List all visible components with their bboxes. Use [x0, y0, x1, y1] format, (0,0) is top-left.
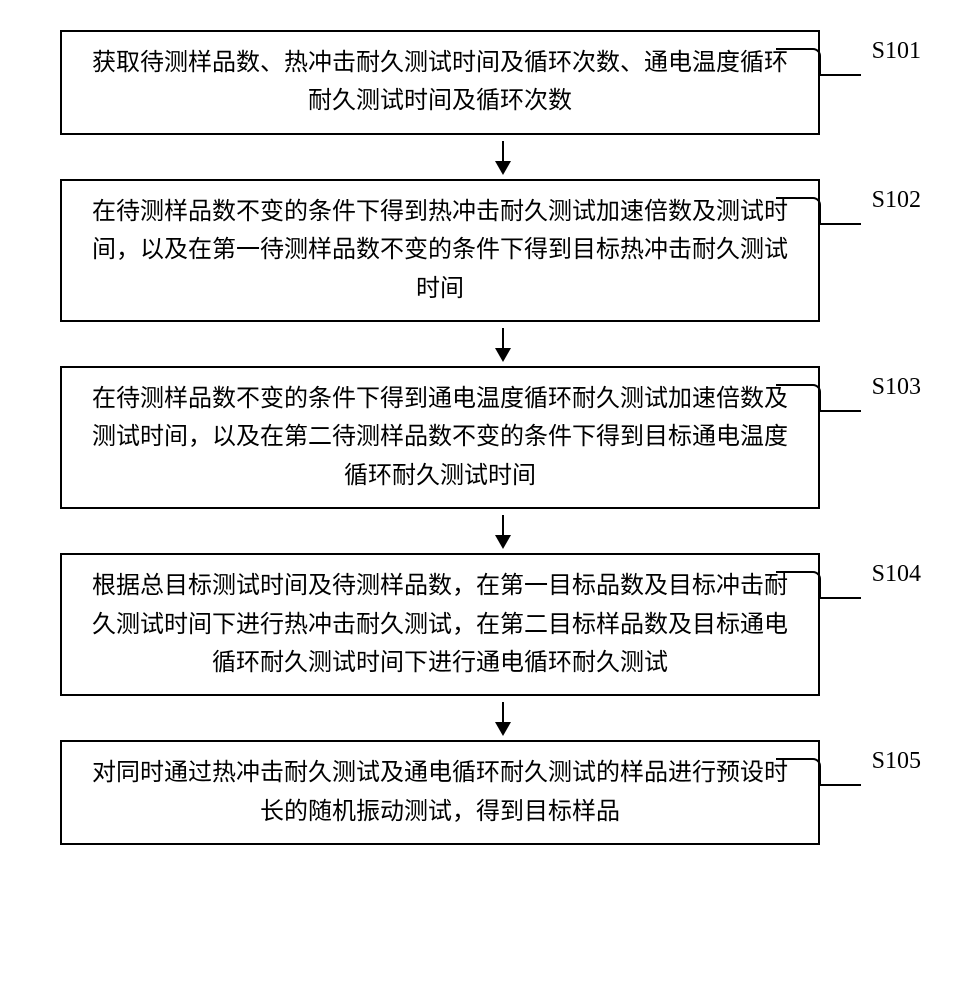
- step-text: 对同时通过热冲击耐久测试及通电循环耐久测试的样品进行预设时长的随机振动测试，得到…: [82, 754, 798, 831]
- step-row-s102: 在待测样品数不变的条件下得到热冲击耐久测试加速倍数及测试时间，以及在第一待测样品…: [20, 179, 946, 322]
- arrow-icon: [502, 328, 504, 360]
- arrow-icon: [502, 515, 504, 547]
- arrow-container: [123, 322, 883, 366]
- step-label-s105: S105: [872, 748, 921, 775]
- step-box-s103: 在待测样品数不变的条件下得到通电温度循环耐久测试加速倍数及测试时间，以及在第二待…: [60, 366, 820, 509]
- step-text: 获取待测样品数、热冲击耐久测试时间及循环次数、通电温度循环耐久测试时间及循环次数: [82, 44, 798, 121]
- step-box-s105: 对同时通过热冲击耐久测试及通电循环耐久测试的样品进行预设时长的随机振动测试，得到…: [60, 740, 820, 845]
- step-text: 在待测样品数不变的条件下得到热冲击耐久测试加速倍数及测试时间，以及在第一待测样品…: [82, 193, 798, 308]
- connector-line-end: [819, 410, 861, 412]
- step-row-s101: 获取待测样品数、热冲击耐久测试时间及循环次数、通电温度循环耐久测试时间及循环次数…: [20, 30, 946, 135]
- step-text: 根据总目标测试时间及待测样品数，在第一目标品数及目标冲击耐久测试时间下进行热冲击…: [82, 567, 798, 682]
- connector-line: [776, 758, 821, 786]
- step-label-s104: S104: [872, 561, 921, 588]
- step-label-s102: S102: [872, 187, 921, 214]
- connector-line-end: [819, 223, 861, 225]
- step-row-s104: 根据总目标测试时间及待测样品数，在第一目标品数及目标冲击耐久测试时间下进行热冲击…: [20, 553, 946, 696]
- connector-line: [776, 48, 821, 76]
- step-text: 在待测样品数不变的条件下得到通电温度循环耐久测试加速倍数及测试时间，以及在第二待…: [82, 380, 798, 495]
- connector-line-end: [819, 784, 861, 786]
- connector-line: [776, 384, 821, 412]
- step-box-s102: 在待测样品数不变的条件下得到热冲击耐久测试加速倍数及测试时间，以及在第一待测样品…: [60, 179, 820, 322]
- step-label-s103: S103: [872, 374, 921, 401]
- flowchart-container: 获取待测样品数、热冲击耐久测试时间及循环次数、通电温度循环耐久测试时间及循环次数…: [20, 30, 946, 845]
- arrow-icon: [502, 702, 504, 734]
- connector-line: [776, 197, 821, 225]
- step-label-s101: S101: [872, 38, 921, 65]
- step-box-s104: 根据总目标测试时间及待测样品数，在第一目标品数及目标冲击耐久测试时间下进行热冲击…: [60, 553, 820, 696]
- arrow-container: [123, 509, 883, 553]
- connector-line: [776, 571, 821, 599]
- step-row-s105: 对同时通过热冲击耐久测试及通电循环耐久测试的样品进行预设时长的随机振动测试，得到…: [20, 740, 946, 845]
- connector-line-end: [819, 74, 861, 76]
- step-box-s101: 获取待测样品数、热冲击耐久测试时间及循环次数、通电温度循环耐久测试时间及循环次数: [60, 30, 820, 135]
- step-row-s103: 在待测样品数不变的条件下得到通电温度循环耐久测试加速倍数及测试时间，以及在第二待…: [20, 366, 946, 509]
- arrow-container: [123, 135, 883, 179]
- arrow-icon: [502, 141, 504, 173]
- arrow-container: [123, 696, 883, 740]
- connector-line-end: [819, 597, 861, 599]
